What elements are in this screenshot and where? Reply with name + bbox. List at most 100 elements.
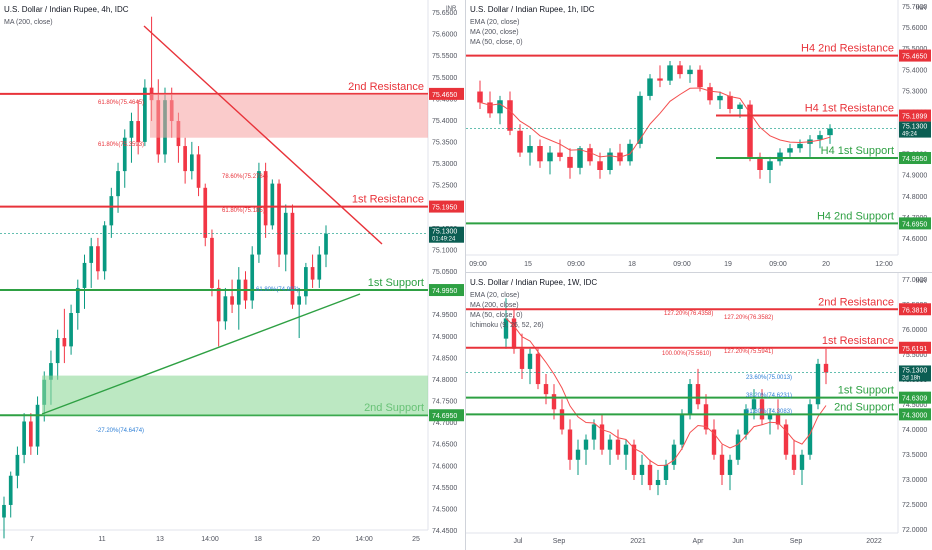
- fib-label: 61.80%(74.993): [256, 287, 299, 293]
- x-tick-label: Jul: [514, 538, 523, 545]
- candle-body: [719, 454, 725, 475]
- candle-body: [567, 429, 573, 460]
- candle-body: [599, 424, 605, 450]
- candle-body: [82, 262, 87, 288]
- h1-chart[interactable]: 75.700075.600075.500075.400075.300075.20…: [466, 0, 932, 272]
- candle-body: [575, 449, 581, 460]
- x-tick-label: 13: [156, 536, 164, 543]
- level-price-tag: [899, 217, 931, 230]
- candle-body: [777, 152, 783, 162]
- candle-body: [695, 384, 701, 405]
- candle-body: [757, 156, 763, 170]
- candle-body: [647, 464, 653, 486]
- candle-body: [143, 87, 147, 142]
- resistance-zone: [150, 93, 428, 138]
- x-tick-label: 18: [254, 536, 262, 543]
- countdown-text: 2d 18h: [902, 375, 920, 381]
- x-tick-label: 19: [724, 261, 732, 268]
- level-price-tag: [899, 152, 931, 165]
- candle-body: [583, 439, 589, 450]
- y-tick-label: 74.6000: [432, 463, 457, 470]
- y-tick-label: 74.9500: [432, 312, 457, 319]
- fib-label: 100.00%(75.5610): [662, 351, 711, 357]
- candle-body: [196, 154, 201, 188]
- candle-body: [477, 91, 483, 103]
- fib-label: -27.20%(74.6474): [96, 428, 144, 434]
- candle-body: [297, 296, 302, 305]
- candle-body: [543, 384, 549, 395]
- x-tick-label: 14:00: [355, 536, 373, 543]
- candle-body: [759, 399, 765, 420]
- x-tick-label: 20: [822, 261, 830, 268]
- candle-body: [519, 348, 525, 369]
- candle-body: [49, 363, 53, 380]
- y-tick-label: 76.0000: [902, 327, 927, 334]
- panel-divider-horizontal[interactable]: [466, 272, 932, 273]
- candle-body: [817, 135, 823, 140]
- level-label: 1st Support: [838, 385, 894, 397]
- current-price-text: 75.1300: [902, 367, 927, 374]
- candle-body: [727, 459, 733, 475]
- y-tick-label: 74.8000: [432, 377, 457, 384]
- y-tick-label: 75.5000: [432, 75, 457, 82]
- y-tick-label: 72.0000: [902, 527, 927, 534]
- level-price-tag-text: 74.9950: [902, 156, 927, 163]
- y-tick-label: 75.3500: [432, 140, 457, 147]
- candle-body: [270, 183, 275, 226]
- level-price-tag: [429, 87, 464, 100]
- panel-divider-vertical[interactable]: [465, 0, 466, 550]
- candle-body: [677, 65, 683, 75]
- candle-body: [623, 444, 629, 455]
- y-tick-label: 74.5500: [432, 485, 457, 492]
- x-tick-label: 09:00: [567, 261, 585, 268]
- x-tick-label: 11: [98, 536, 105, 543]
- indicator-label: MA (200, close): [4, 19, 53, 26]
- candle-body: [783, 424, 789, 455]
- level-price-tag: [899, 391, 931, 404]
- candle-body: [317, 254, 322, 280]
- x-tick-label: Sep: [553, 538, 566, 545]
- y-tick-label: 74.5000: [432, 506, 457, 513]
- candle-body: [587, 148, 593, 162]
- y-tick-label: 74.6000: [902, 236, 927, 243]
- candle-body: [62, 338, 67, 347]
- level-price-tag-text: 75.6191: [902, 346, 927, 353]
- candle-body: [503, 318, 509, 339]
- candle-body: [122, 137, 127, 172]
- level-price-tag: [899, 303, 931, 316]
- w1-chart[interactable]: 77.000076.500076.000075.500075.000074.50…: [466, 273, 932, 550]
- candle-body: [637, 95, 643, 144]
- candle-body: [189, 154, 194, 172]
- candle-body: [815, 363, 821, 405]
- candle-body: [787, 148, 793, 153]
- candle-body: [657, 78, 663, 81]
- candle-body: [22, 421, 26, 455]
- candle-body: [577, 148, 583, 168]
- fib-label: 61.80%(75.3593): [98, 142, 144, 148]
- level-label: H4 1st Resistance: [805, 103, 894, 115]
- x-tick-label: Jun: [732, 538, 743, 545]
- candle-body: [627, 143, 633, 162]
- y-tick-label: 74.8000: [902, 194, 927, 201]
- candle-body: [35, 404, 40, 447]
- candle-body: [116, 171, 120, 197]
- candle-body: [236, 279, 241, 305]
- y-tick-label: 73.5000: [902, 452, 927, 459]
- level-price-tag: [899, 109, 931, 122]
- candle-body: [55, 338, 60, 364]
- level-price-tag-text: 74.3000: [902, 412, 927, 419]
- y-tick-label: 75.3000: [432, 161, 457, 168]
- y-tick-label: 74.8500: [432, 355, 457, 362]
- candle-body: [663, 464, 669, 480]
- level-label: H4 1st Support: [821, 145, 894, 157]
- x-tick-label: Sep: [790, 538, 803, 545]
- indicator-label: Ichimoku (9, 26, 52, 26): [470, 322, 544, 329]
- y-tick-label: 75.0500: [432, 269, 457, 276]
- level-price-tag: [899, 341, 931, 354]
- candle-body: [310, 267, 315, 280]
- h4-chart[interactable]: 75.650075.600075.550075.500075.450075.40…: [0, 0, 465, 550]
- candle-body: [671, 444, 677, 465]
- chart-title: U.S. Dollar / Indian Rupee, 1W, IDC: [470, 278, 597, 287]
- indicator-label: MA (200, close): [470, 29, 519, 36]
- y-tick-label: 74.4500: [432, 528, 457, 535]
